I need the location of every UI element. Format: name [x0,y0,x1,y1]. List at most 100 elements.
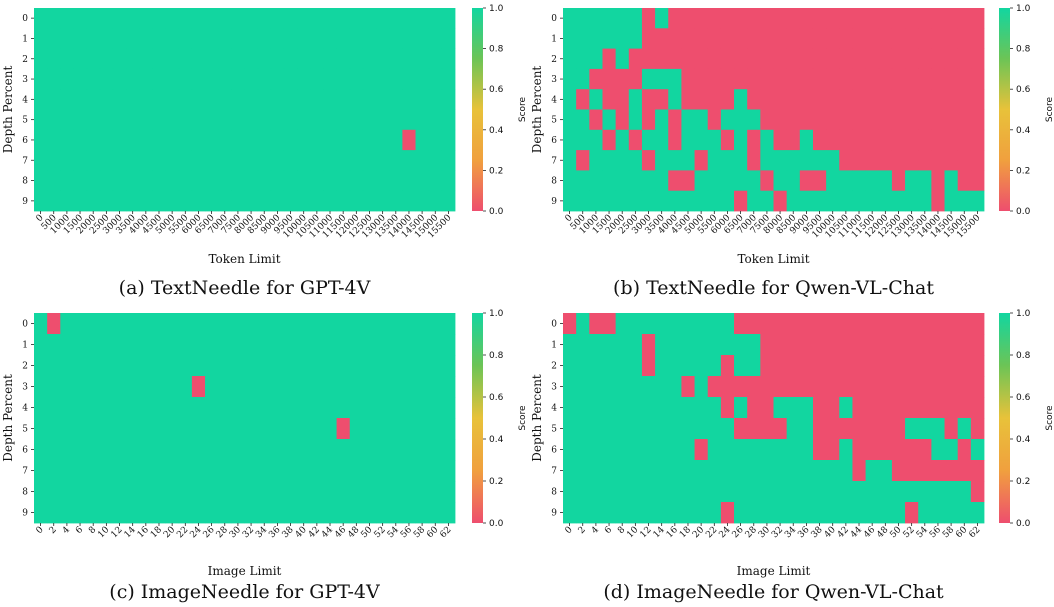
heatmap-cell [73,48,88,70]
heatmap-cell [231,150,245,171]
heatmap-cell [112,170,127,192]
heatmap-cell [165,418,180,440]
heatmap-cell [905,190,919,212]
heatmap-cell [615,150,630,171]
y-tick-label: 2 [551,55,557,65]
heatmap-cell [376,439,390,461]
heatmap-cell [760,313,774,335]
heatmap-cell [126,89,140,110]
heatmap-cell [734,89,748,110]
heatmap-cell [747,502,761,524]
heatmap-cell [428,150,443,171]
colorbar-tick-label: 0.4 [1016,126,1031,136]
heatmap-cell [99,397,114,419]
y-tick-label: 1 [551,341,557,351]
heatmap-cell [576,376,590,398]
heatmap-cell [310,376,324,398]
heatmap-cell [152,109,166,131]
heatmap-cell [891,8,906,29]
heatmap-cell [957,376,972,398]
heatmap-cell [865,170,880,192]
heatmap-cell [257,460,272,482]
heatmap-cell [139,150,153,171]
heatmap-cell [905,170,919,192]
heatmap-cell [773,89,788,110]
heatmap-cell [270,8,285,29]
colorbar-tick-label: 0.8 [489,45,504,55]
heatmap-cell [389,190,403,212]
heatmap-cell [773,460,788,482]
heatmap-cell [628,418,643,440]
heatmap-cell [34,129,48,151]
heatmap-cell [786,150,801,171]
heatmap-cell [310,418,324,440]
heatmap-cell [389,460,403,482]
y-tick-label: 6 [22,136,28,146]
heatmap-cell [34,190,48,212]
heatmap-cell [270,68,285,90]
heatmap-cell [34,150,48,171]
heatmap-cell [563,48,577,70]
heatmap-cell [931,460,945,482]
heatmap-cell [349,481,364,503]
heatmap-cell [297,129,311,151]
heatmap-cell [839,334,853,356]
heatmap-cell [786,460,801,482]
heatmap-cell [628,439,643,461]
heatmap-cell [336,109,351,131]
heatmap-cell [878,460,893,482]
heatmap-cell [563,89,577,110]
heatmap-cell [944,334,959,356]
heatmap-cell [720,376,735,398]
heatmap-cell [839,376,853,398]
heatmap-cell [139,28,153,49]
heatmap-cell [641,334,656,356]
heatmap-cell [852,313,866,335]
heatmap-cell [283,109,298,131]
heatmap-cell [441,150,456,171]
heatmap-cell [323,376,337,398]
heatmap-cell [428,170,443,192]
x-tick-label: 2 [577,525,588,536]
colorbar-tick-label: 0.6 [489,85,504,95]
heatmap-cell [218,502,232,524]
heatmap-cell [126,397,140,419]
heatmap-cell [297,481,311,503]
heatmap-cell [760,150,774,171]
heatmap-cell [441,481,456,503]
heatmap-cell [589,68,603,90]
heatmap-cell [839,439,853,461]
heatmap-cell [931,109,945,131]
heatmap-cell [668,376,682,398]
heatmap-cell [270,190,285,212]
heatmap-cell [86,28,101,49]
heatmap-cell [178,418,193,440]
heatmap-cell [681,150,695,171]
heatmap-cell [205,89,219,110]
heatmap-cell [283,170,298,192]
heatmap-cell [441,129,456,151]
heatmap-cell [944,502,959,524]
heatmap-cell [99,355,114,377]
heatmap-cell [799,376,814,398]
colorbar [472,313,483,523]
heatmap-cell [839,28,853,49]
heatmap-cell [918,190,932,212]
heatmap-cell [865,68,880,90]
heatmap-cell [47,190,61,212]
heatmap-cell [310,8,324,29]
y-tick-label: 6 [22,446,28,456]
heatmap-cell [310,502,324,524]
heatmap-cell [191,397,206,419]
y-tick-label: 4 [22,95,28,105]
heatmap-cell [970,68,985,90]
heatmap-cell [589,190,603,212]
heatmap-cell [615,190,630,212]
heatmap-cell [576,355,590,377]
heatmap-cell [336,8,351,29]
heatmap-cell [760,129,774,151]
heatmap-cell [47,313,61,335]
heatmap-cell [112,334,127,356]
heatmap-cell [99,68,114,90]
heatmap-cell [205,28,219,49]
